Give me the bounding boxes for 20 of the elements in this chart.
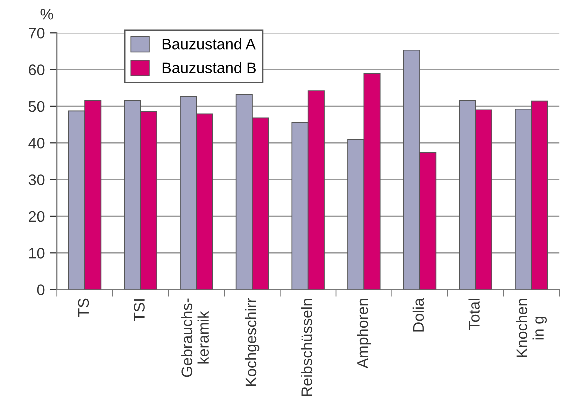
x-tick-label: Total [468,299,480,330]
x-tick-label: Knochen in g [516,299,548,358]
x-tick-label: Amphoren [357,299,372,369]
y-tick-label: 10 [29,248,45,259]
y-tick-label: 70 [29,28,45,39]
legend-label: Bauzustand B [162,62,256,74]
y-tick-label: 60 [29,64,45,76]
y-tick-label: 30 [28,174,45,186]
x-tick-label: TS [78,298,90,318]
y-axis-title: % [40,9,54,20]
y-tick-label: 0 [37,284,45,296]
x-tick-label: Kochgeschirr [245,298,260,386]
legend-label: Bauzustand A [162,38,256,50]
y-tick-label: 20 [29,211,45,222]
y-tick-label: 50 [28,101,45,112]
y-tick-label: 40 [28,138,45,149]
x-tick-label: Reibschüsseln [301,299,312,396]
x-tick-label: Gebrauchs- keramik [181,298,210,378]
x-tick-label: Dolia [412,298,424,332]
x-tick-label: TSI [134,300,145,322]
